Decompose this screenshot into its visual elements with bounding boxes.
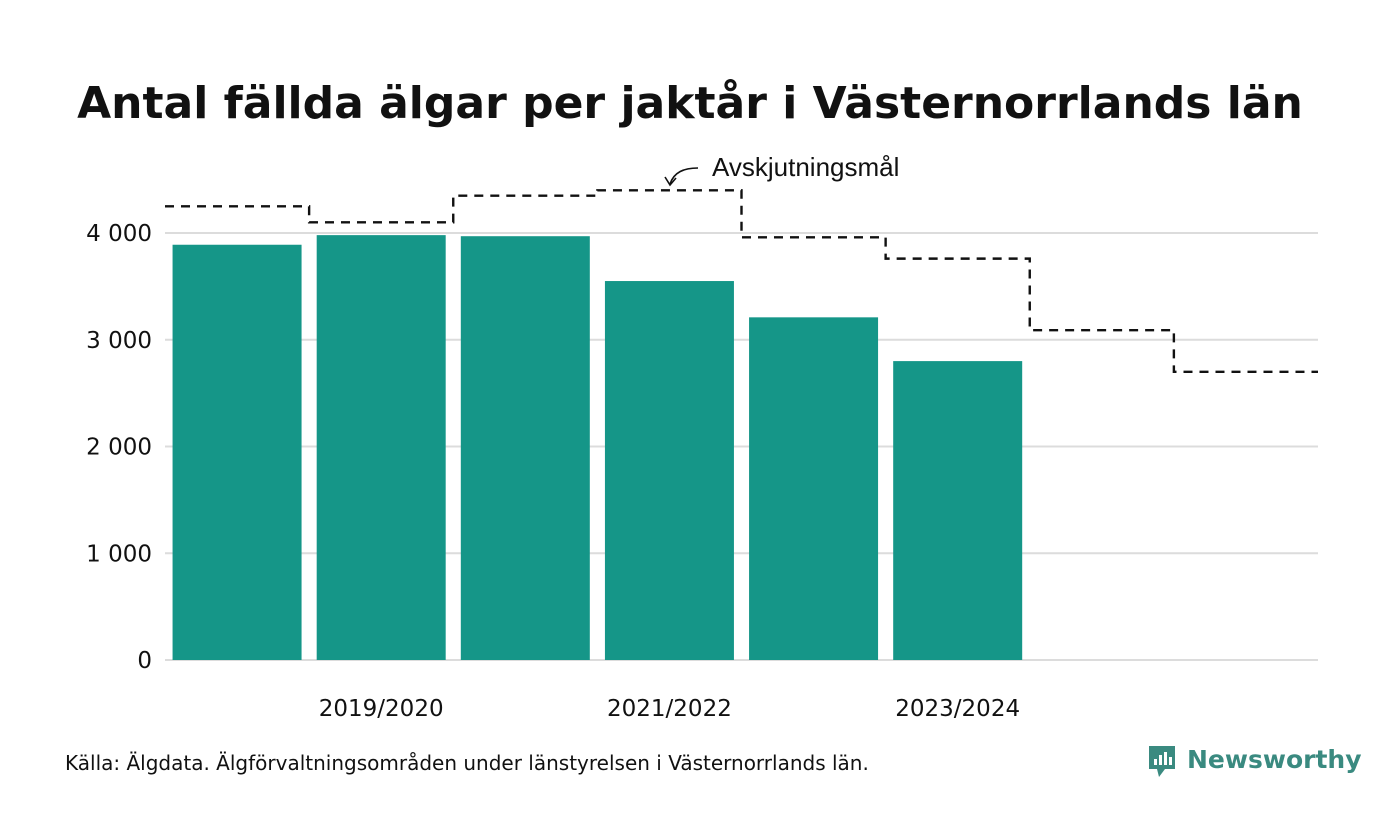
annotation-arrow <box>669 167 699 185</box>
y-tick-label: 4 000 <box>86 221 152 247</box>
target-line <box>165 189 1318 373</box>
source-note: Källa: Älgdata. Älgförvaltningsområden u… <box>65 751 869 775</box>
target-annotation: Avskjutningsmål <box>664 152 899 187</box>
bar-2020-2021 <box>460 236 590 660</box>
chart-title: Antal fällda älgar per jaktår i Västerno… <box>77 78 1303 129</box>
x-axis-ticks: 2019/2020 2021/2022 2023/2024 <box>319 696 1020 722</box>
x-tick-label: 2019/2020 <box>319 696 444 722</box>
brand-logo: Newsworthy <box>1149 745 1362 777</box>
x-tick-label: 2023/2024 <box>895 696 1020 722</box>
y-tick-label: 1 000 <box>86 541 152 567</box>
bar-2021-2022 <box>604 281 734 660</box>
target-annotation-label: Avskjutningsmål <box>712 152 899 182</box>
newsworthy-logo-icon <box>1149 746 1175 777</box>
bar-2023-2024 <box>893 361 1023 660</box>
bar-2022-2023 <box>749 317 879 660</box>
y-axis-ticks: 0 1 000 2 000 3 000 4 000 <box>86 221 152 674</box>
y-tick-label: 0 <box>137 648 152 674</box>
bar-2019-2020 <box>316 235 446 660</box>
y-tick-label: 3 000 <box>86 328 152 354</box>
brand-name: Newsworthy <box>1187 745 1362 774</box>
target-step-line <box>165 189 1318 373</box>
bar-2018-2019 <box>172 244 302 660</box>
annotation-arrowhead <box>664 176 677 187</box>
bars <box>172 235 1023 660</box>
y-tick-label: 2 000 <box>86 435 152 461</box>
x-tick-label: 2021/2022 <box>607 696 732 722</box>
